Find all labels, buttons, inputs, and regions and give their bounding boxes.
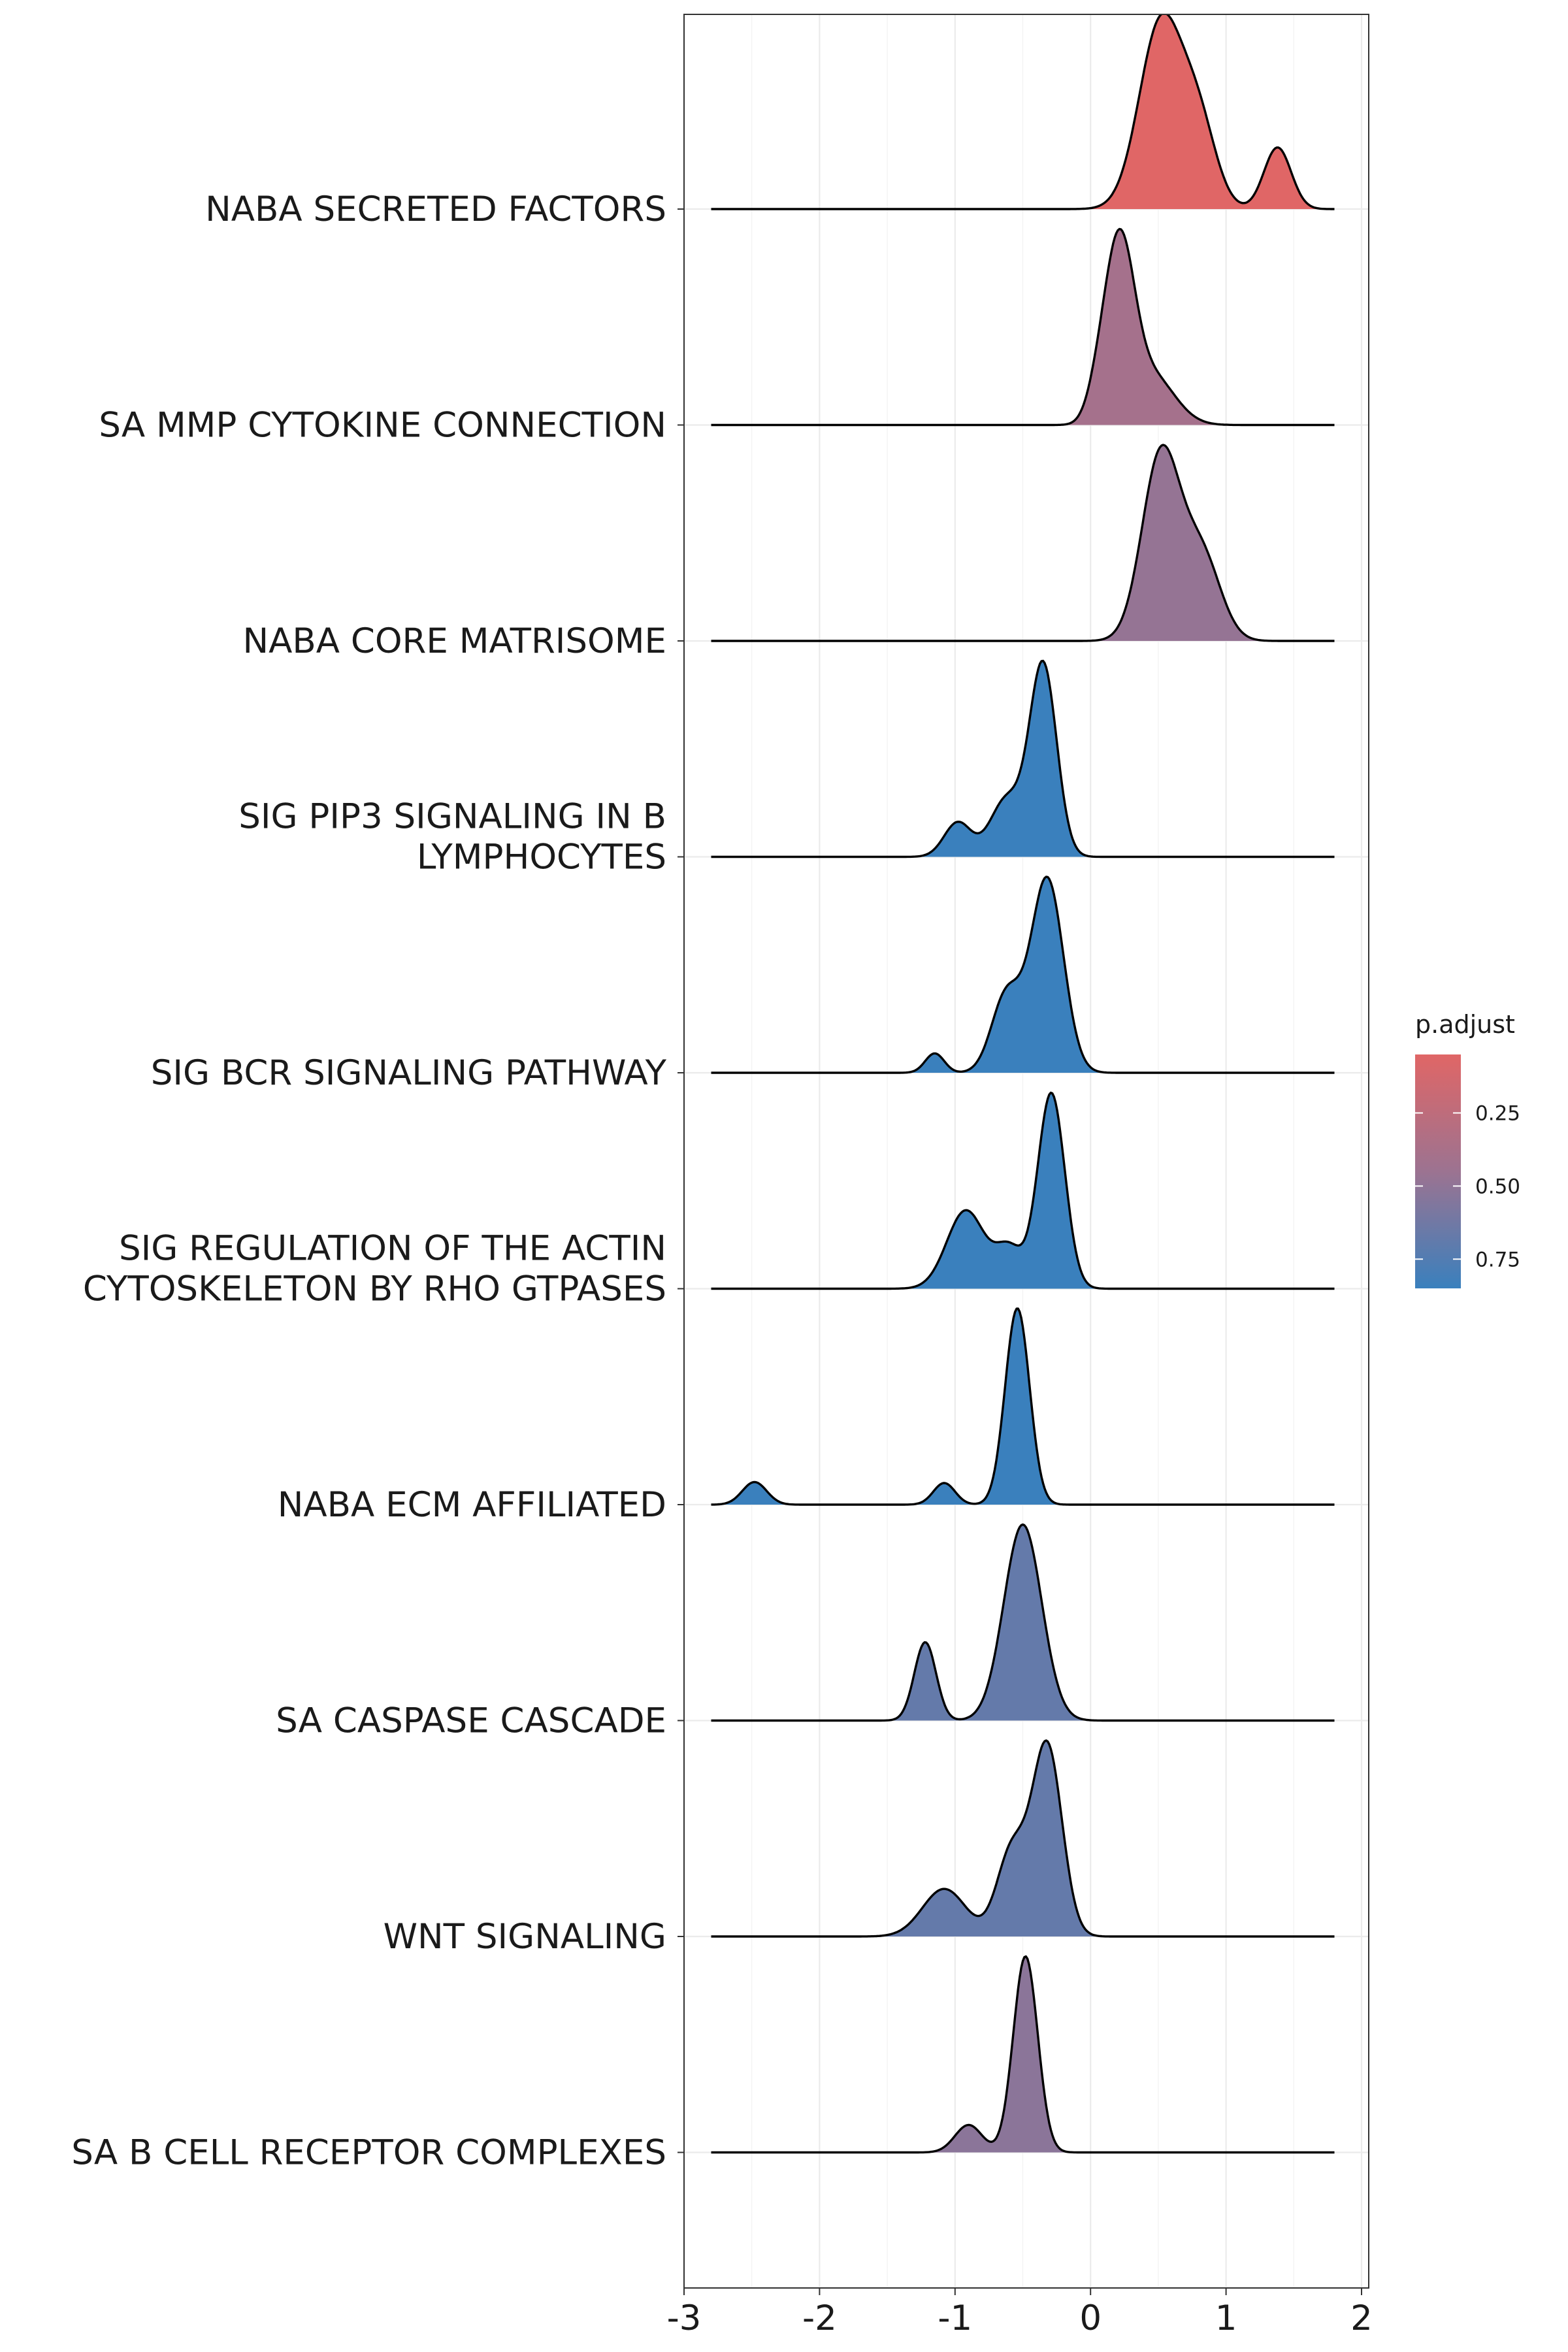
ridge-series [711,1739,1335,1938]
ridge-outline [711,1091,1335,1290]
ridge-area [711,1092,1335,1289]
ridge-outline [711,659,1335,858]
y-tick-label: NABA SECRETED FACTORS [205,189,666,229]
legend-tick-label: 0.50 [1475,1175,1520,1198]
x-tick-label: -1 [938,2298,972,2338]
ridge-outline [711,1955,1335,2154]
y-tick-label: WNT SIGNALING [384,1917,666,1957]
legend-ticks: 0.25 0.50 0.75 [1415,1102,1520,1271]
y-tick-label: SIG BCR SIGNALING PATHWAY [151,1053,667,1093]
ridge-area [711,661,1335,857]
ridge-series [711,444,1335,642]
ridge-outline [711,1739,1335,1938]
x-tick-label: 0 [1079,2298,1102,2338]
ridge-area [711,1524,1335,1721]
ridge-series [711,659,1335,858]
ridge-area [711,1309,1335,1505]
ridge-area [711,1740,1335,1936]
ridge-outline [711,444,1335,642]
y-tick-label: SA CASPASE CASCADE [276,1701,666,1741]
legend-colorbar [1415,1054,1461,1288]
x-axis: -3 -2 -1 0 1 2 [667,2288,1373,2338]
legend-tick-label: 0.75 [1475,1248,1520,1271]
ridge-outline [711,1523,1335,1722]
legend-tick-label: 0.25 [1475,1102,1520,1126]
ridge-series [711,1307,1335,1506]
ridge-outline [711,14,1335,210]
ridge-series [711,14,1335,210]
plot-panel-background [684,14,1369,2288]
x-tick-label: 1 [1215,2298,1237,2338]
ridge-series [711,1091,1335,1290]
ridges [711,14,1335,2154]
plot-panel-border [683,14,1369,2289]
legend-title: p.adjust [1415,1010,1515,1039]
x-tick-label: 2 [1350,2298,1373,2338]
ridge-outline [711,1307,1335,1506]
y-tick-label: SA B CELL RECEPTOR COMPLEXES [71,2133,666,2173]
ridge-series [711,1955,1335,2154]
ridge-area [711,14,1335,209]
ridge-outline [711,875,1335,1074]
ridge-area [711,1956,1335,2153]
y-axis: NABA SECRETED FACTORS SA MMP CYTOKINE CON… [71,189,684,2173]
y-tick-label: LYMPHOCYTES [417,838,666,877]
ridge-area [711,877,1335,1073]
y-tick-label: CYTOSKELETON BY RHO GTPASES [83,1269,666,1309]
y-tick-label: SIG REGULATION OF THE ACTIN [119,1229,666,1269]
x-tick-label: -2 [802,2298,837,2338]
ridge-area [711,445,1335,641]
y-tick-label: SA MMP CYTOKINE CONNECTION [99,406,666,446]
y-tick-label: NABA CORE MATRISOME [242,621,666,661]
x-tick-label: -3 [667,2298,702,2338]
y-tick-label: NABA ECM AFFILIATED [278,1485,666,1525]
legend: p.adjust 0.25 0.50 0.75 [1415,1010,1520,1288]
ridge-series [711,227,1335,427]
ridge-series [711,875,1335,1074]
y-tick-label: SIG PIP3 SIGNALING IN B [238,797,666,837]
ridge-outline [711,227,1335,427]
ridge-series [711,1523,1335,1722]
